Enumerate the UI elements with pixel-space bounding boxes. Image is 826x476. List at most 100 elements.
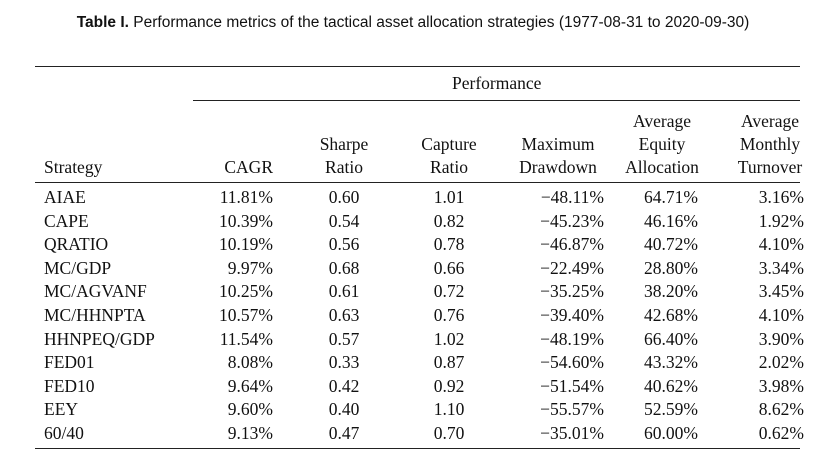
table-row: EEY 9.60% 0.40 1.10 −55.57% 52.59% 8.62%	[0, 398, 826, 422]
cell-capture: 0.78	[433, 234, 465, 255]
table-caption: Table I. Performance metrics of the tact…	[0, 14, 826, 32]
cell-avg-turnover: 2.02%	[758, 352, 804, 373]
cell-strategy: CAPE	[44, 210, 89, 231]
cell-sharpe: 0.61	[328, 281, 360, 302]
table-row: CAPE 10.39% 0.54 0.82 −45.23% 46.16% 1.92%	[0, 210, 826, 234]
header-body-rule	[35, 182, 800, 183]
cell-avg-equity: 66.40%	[644, 328, 698, 349]
table-row: AIAE 11.81% 0.60 1.01 −48.11% 64.71% 3.16%	[0, 186, 826, 210]
cell-strategy: AIAE	[44, 187, 86, 207]
cell-cagr: 8.08%	[227, 352, 273, 373]
cell-sharpe: 0.57	[328, 328, 360, 349]
cell-strategy: FED01	[44, 352, 95, 373]
col-header-max-drawdown: Maximum Drawdown	[519, 134, 597, 177]
cell-capture: 0.66	[433, 257, 465, 278]
cell-sharpe: 0.42	[328, 375, 360, 396]
cell-capture: 0.72	[433, 281, 465, 302]
cell-avg-equity: 40.62%	[644, 375, 698, 396]
cell-capture: 0.82	[433, 210, 465, 231]
cell-avg-equity: 38.20%	[644, 281, 698, 302]
cell-strategy: EEY	[44, 399, 79, 420]
cell-avg-turnover: 3.90%	[758, 328, 804, 349]
cell-avg-turnover: 3.34%	[758, 257, 804, 278]
cell-max-drawdown: −46.87%	[540, 234, 604, 255]
cell-cagr: 9.13%	[227, 422, 273, 443]
cell-max-drawdown: −35.25%	[540, 281, 604, 302]
col-header-avg-equity: Average Equity Allocation	[625, 111, 699, 177]
bottom-rule	[35, 448, 800, 449]
cell-cagr: 11.81%	[219, 187, 273, 207]
cell-avg-turnover: 3.16%	[758, 187, 804, 207]
table-row: MC/HHNPTA 10.57% 0.63 0.76 −39.40% 42.68% 4.10…	[0, 304, 826, 328]
cell-avg-equity: 42.68%	[644, 304, 698, 325]
col-header-strategy: Strategy	[44, 157, 103, 177]
cell-avg-turnover: 0.62%	[758, 422, 804, 443]
cell-capture: 1.01	[433, 187, 465, 207]
cell-avg-turnover: 8.62%	[758, 399, 804, 420]
col-header-cagr: CAGR	[224, 157, 273, 177]
cell-max-drawdown: −55.57%	[540, 399, 604, 420]
cell-cagr: 9.64%	[227, 375, 273, 396]
performance-group-header: Performance	[452, 73, 542, 93]
cell-sharpe: 0.63	[328, 304, 360, 325]
cell-max-drawdown: −48.19%	[540, 328, 604, 349]
cell-cagr: 10.57%	[219, 304, 273, 325]
cell-avg-turnover: 4.10%	[758, 234, 804, 255]
cell-max-drawdown: −51.54%	[540, 375, 604, 396]
caption-label: Table I.	[76, 14, 129, 31]
table-row: FED10 9.64% 0.42 0.92 −51.54% 40.62% 3.98%	[0, 375, 826, 399]
cell-avg-turnover: 4.10%	[758, 304, 804, 325]
cell-cagr: 11.54%	[219, 328, 273, 349]
cell-avg-equity: 40.72%	[644, 234, 698, 255]
cell-max-drawdown: −54.60%	[540, 352, 604, 373]
cell-avg-equity: 43.32%	[644, 352, 698, 373]
cell-sharpe: 0.56	[328, 234, 360, 255]
cell-sharpe: 0.40	[328, 399, 360, 420]
cell-sharpe: 0.54	[328, 210, 360, 231]
cell-strategy: MC/GDP	[44, 257, 112, 278]
cell-strategy: MC/HHNPTA	[44, 304, 146, 325]
group-header-rule	[193, 100, 800, 101]
table-row: MC/AGVANF 10.25% 0.61 0.72 −35.25% 38.20% 3.45…	[0, 280, 826, 304]
cell-cagr: 10.25%	[219, 281, 273, 302]
table-row: MC/GDP 9.97% 0.68 0.66 −22.49% 28.80% 3.34%	[0, 257, 826, 281]
cell-sharpe: 0.33	[328, 352, 360, 373]
cell-max-drawdown: −39.40%	[540, 304, 604, 325]
cell-max-drawdown: −22.49%	[540, 257, 604, 278]
cell-strategy: FED10	[44, 375, 95, 396]
cell-avg-equity: 28.80%	[644, 257, 698, 278]
cell-avg-equity: 52.59%	[644, 399, 698, 420]
cell-strategy: 60/40	[44, 422, 84, 443]
cell-capture: 0.92	[433, 375, 465, 396]
cell-strategy: MC/AGVANF	[44, 281, 147, 302]
cell-capture: 1.10	[433, 399, 465, 420]
caption-text: Performance metrics of the tactical asse…	[133, 14, 750, 31]
cell-sharpe: 0.60	[328, 187, 360, 207]
table-row: QRATIO 10.19% 0.56 0.78 −46.87% 40.72% 4.10%	[0, 233, 826, 257]
cell-cagr: 9.60%	[227, 399, 273, 420]
cell-avg-equity: 64.71%	[644, 187, 698, 207]
cell-capture: 0.87	[433, 352, 465, 373]
cell-avg-equity: 46.16%	[644, 210, 698, 231]
cell-max-drawdown: −48.11%	[540, 187, 604, 207]
cell-strategy: HHNPEQ/GDP	[44, 328, 155, 349]
col-header-avg-turnover: Average Monthly Turnover	[737, 111, 803, 177]
col-header-capture: Capture Ratio	[421, 134, 477, 177]
cell-avg-turnover: 3.45%	[758, 281, 804, 302]
table-row: HHNPEQ/GDP 11.54% 0.57 1.02 −48.19% 66.40% 3.9…	[0, 328, 826, 352]
cell-sharpe: 0.47	[328, 422, 360, 443]
cell-avg-equity: 60.00%	[644, 422, 698, 443]
top-rule	[35, 66, 800, 67]
cell-max-drawdown: −45.23%	[540, 210, 604, 231]
cell-avg-turnover: 3.98%	[758, 375, 804, 396]
table-row: FED01 8.08% 0.33 0.87 −54.60% 43.32% 2.02%	[0, 351, 826, 375]
cell-capture: 1.02	[433, 328, 465, 349]
cell-capture: 0.70	[433, 422, 465, 443]
cell-cagr: 9.97%	[227, 257, 273, 278]
cell-strategy: QRATIO	[44, 234, 109, 255]
cell-sharpe: 0.68	[328, 257, 360, 278]
table-body: AIAE 11.81% 0.60 1.01 −48.11% 64.71% 3.16% CAPE…	[0, 186, 826, 446]
cell-cagr: 10.39%	[219, 210, 273, 231]
cell-cagr: 10.19%	[219, 234, 273, 255]
cell-avg-turnover: 1.92%	[758, 210, 804, 231]
